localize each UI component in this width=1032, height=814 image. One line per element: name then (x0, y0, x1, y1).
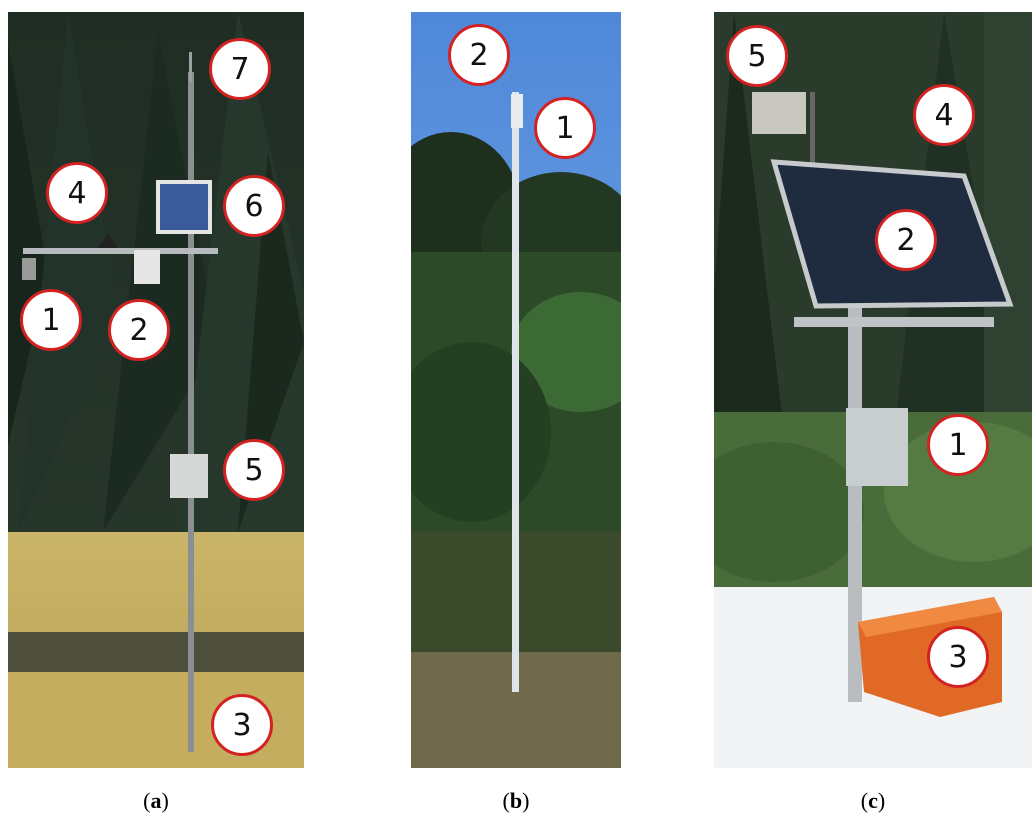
marker-a-3: 3 (211, 694, 273, 756)
marker-b-1: 1 (534, 97, 596, 159)
caption-b-letter: b (509, 788, 523, 813)
weather-station-photo-a (8, 12, 304, 768)
marker-a-5: 5 (223, 439, 285, 501)
marker-c-2: 2 (875, 209, 937, 271)
marker-a-1: 1 (20, 289, 82, 351)
marker-a-7: 7 (209, 38, 271, 100)
marker-c-5: 5 (726, 25, 788, 87)
marker-c-3: 3 (927, 626, 989, 688)
marker-b-2: 2 (448, 24, 510, 86)
marker-a-4: 4 (46, 162, 108, 224)
photo-panel-a (8, 12, 304, 768)
photo-panel-b (411, 12, 621, 768)
marker-a-6: 6 (223, 175, 285, 237)
marker-c-1: 1 (927, 414, 989, 476)
marker-c-4: 4 (913, 84, 975, 146)
weather-station-photo-c (714, 12, 1032, 768)
caption-c: (c) (860, 788, 886, 813)
photo-panel-c (714, 12, 1032, 768)
weather-station-photo-b (411, 12, 621, 768)
caption-c-letter: c (868, 788, 878, 813)
caption-a: (a) (143, 788, 169, 813)
caption-b: (b) (502, 788, 530, 813)
caption-a-letter: a (150, 788, 162, 813)
marker-a-2: 2 (108, 299, 170, 361)
